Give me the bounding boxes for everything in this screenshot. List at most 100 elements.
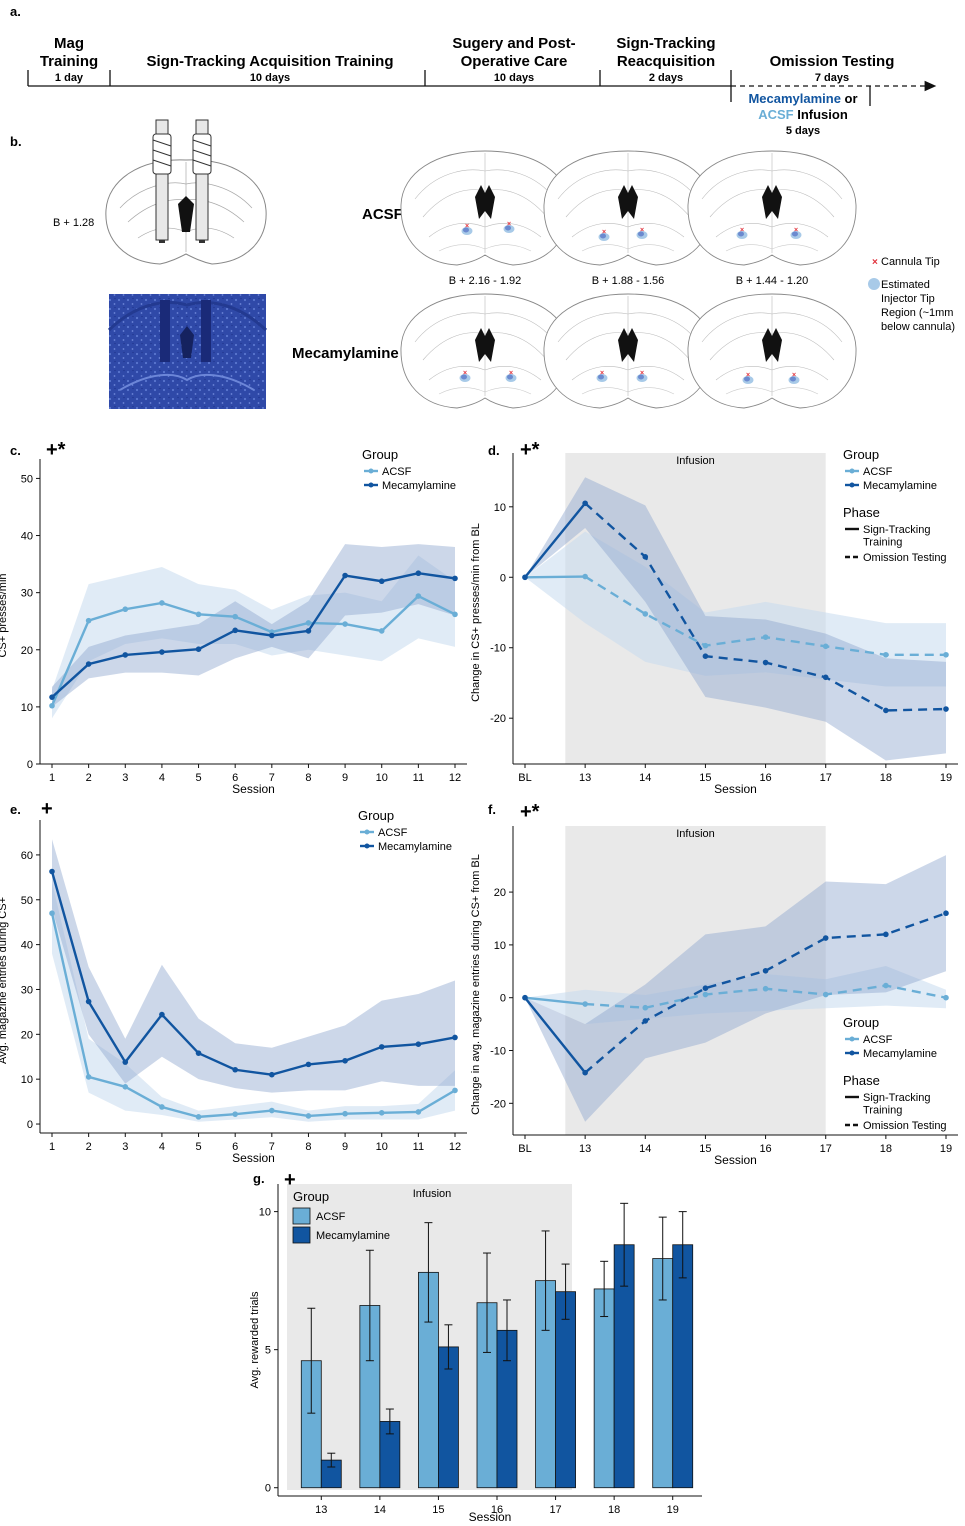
data-point <box>122 1084 129 1090</box>
y-tick-label: -20 <box>490 713 506 725</box>
x-tick-label: 2 <box>86 772 92 784</box>
infusion-mec-label: Mecamylamine <box>748 91 841 106</box>
significance-marker: + <box>284 1169 296 1191</box>
injector-region <box>638 374 644 380</box>
y-tick-label: 10 <box>21 1074 33 1086</box>
data-point <box>702 985 709 991</box>
data-point <box>122 652 129 658</box>
x-tick-label: 12 <box>449 1141 461 1153</box>
panel-label-f: f. <box>488 802 496 817</box>
atlas-section: × × <box>400 150 570 266</box>
x-tick-label: 9 <box>342 1141 348 1153</box>
ventricle <box>762 185 782 219</box>
x-tick-label: 12 <box>449 772 461 784</box>
data-point <box>195 1114 202 1120</box>
data-point <box>943 706 949 712</box>
legend-phase-training-line: Training <box>863 537 902 549</box>
legend-entry: Mecamylamine <box>863 480 937 492</box>
panel-label-g: g. <box>253 1171 265 1186</box>
data-point <box>415 1041 422 1047</box>
x-tick-label: 3 <box>122 1141 128 1153</box>
injector-region <box>744 376 750 382</box>
injector-region <box>505 225 511 231</box>
data-point <box>232 1066 238 1073</box>
x-tick-label: 14 <box>374 1504 386 1516</box>
data-point <box>49 910 55 917</box>
data-point <box>822 643 829 650</box>
data-point <box>305 620 312 626</box>
x-axis-label: Session <box>714 1153 757 1167</box>
data-point <box>883 707 889 714</box>
ci-band-1 <box>525 477 946 761</box>
data-point <box>232 627 238 634</box>
data-point <box>702 653 709 659</box>
x-axis-label: Session <box>232 1151 275 1165</box>
ventricle <box>762 328 782 362</box>
x-tick-label: 1 <box>49 772 55 784</box>
y-axis-label: Avg. magazine entries during CS+ <box>0 897 9 1064</box>
y-tick-label: -20 <box>490 1098 506 1110</box>
legend-title: Group <box>362 447 398 462</box>
x-tick-label: 17 <box>549 1504 561 1516</box>
cannula-tip-mark: × <box>465 223 469 230</box>
data-point <box>378 1044 385 1050</box>
injector-region <box>463 227 469 233</box>
stage-title-line: Operative Care <box>461 53 568 70</box>
data-point <box>269 1107 275 1114</box>
atlas-section: × × <box>687 150 857 266</box>
atlas-section: × × <box>543 293 713 409</box>
y-tick-label: 30 <box>21 588 33 600</box>
legend-swatch-dot <box>368 468 374 474</box>
legend-phase-omission: Omission Testing <box>863 1120 947 1132</box>
infusion-or-label: or <box>841 91 858 106</box>
legend-entry: ACSF <box>863 1034 893 1046</box>
injector-region <box>790 376 796 382</box>
infusion-label: Infusion <box>676 828 715 840</box>
data-point <box>378 578 385 585</box>
bar-mecamylamine <box>672 1244 694 1489</box>
x-tick-label: 8 <box>305 1141 311 1153</box>
x-tick-label: 17 <box>820 772 832 784</box>
x-tick-label: 16 <box>759 1143 771 1155</box>
y-tick-label: 0 <box>265 1483 271 1495</box>
x-tick-label: 19 <box>940 1143 952 1155</box>
data-point <box>305 628 312 634</box>
x-tick-label: 4 <box>159 772 165 784</box>
legend-injector-1: Estimated <box>881 279 930 291</box>
data-point <box>85 998 92 1005</box>
x-tick-label: 9 <box>342 772 348 784</box>
y-tick-label: 50 <box>21 473 33 485</box>
x-tick-label: 6 <box>232 772 238 784</box>
legend-entry: Mecamylamine <box>378 841 452 853</box>
x-tick-label: 15 <box>699 1143 711 1155</box>
y-tick-label: 20 <box>21 1029 33 1041</box>
y-tick-label: 0 <box>500 572 506 584</box>
data-point <box>702 642 709 649</box>
y-tick-label: 10 <box>494 502 506 514</box>
legend-phase-training-line: Training <box>863 1105 902 1117</box>
coord-main: B + 1.28 <box>53 217 94 229</box>
data-point <box>582 1069 588 1076</box>
y-tick-label: 20 <box>494 887 506 899</box>
data-point <box>883 651 889 658</box>
injector-region-icon <box>868 278 880 290</box>
injector-region <box>598 374 604 380</box>
data-point <box>378 628 385 634</box>
legend-cannula-tip: Cannula Tip <box>881 256 940 268</box>
x-tick-label: 6 <box>232 1141 238 1153</box>
cannula-tip-mark: × <box>509 370 513 377</box>
coord-2: B + 1.88 - 1.56 <box>592 275 664 287</box>
bar-acsf <box>593 1288 615 1489</box>
x-tick-label: 16 <box>759 772 771 784</box>
ci-band-1 <box>525 855 946 1122</box>
injector-region <box>600 233 606 239</box>
data-point <box>269 632 275 639</box>
data-point <box>342 1110 348 1117</box>
y-axis-label: CS+ presses/min <box>0 573 9 657</box>
legend-entry: ACSF <box>378 827 408 839</box>
x-tick-label: 19 <box>667 1504 679 1516</box>
y-tick-label: 10 <box>21 702 33 714</box>
legend-entry: Mecamylamine <box>863 1048 937 1060</box>
legend-title: Group <box>293 1189 329 1204</box>
data-point <box>49 694 55 700</box>
